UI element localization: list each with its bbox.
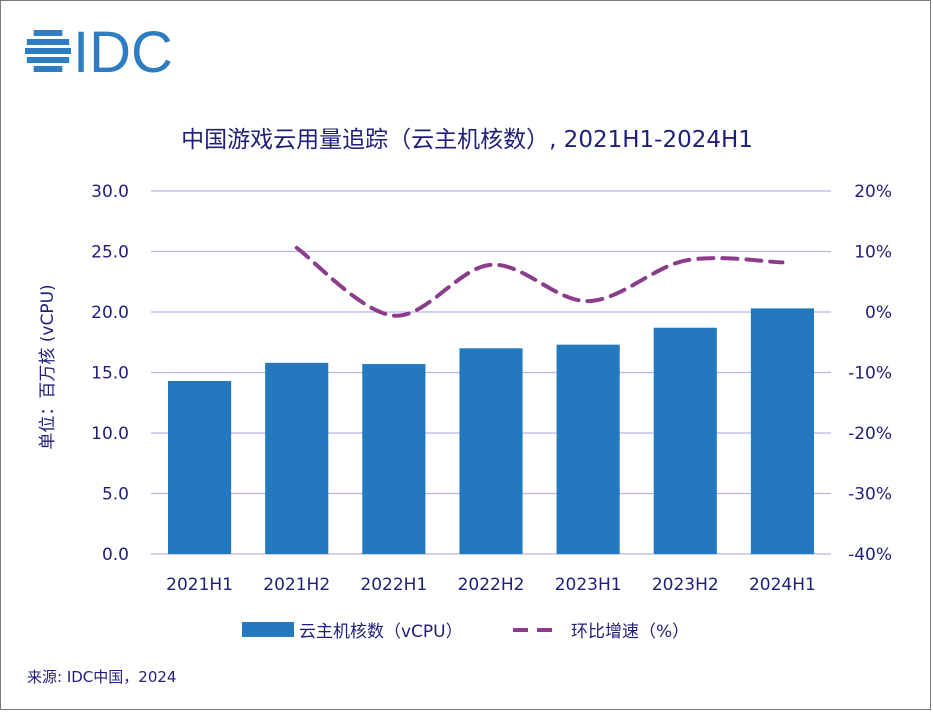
x-tick-label: 2024H1 <box>749 575 816 595</box>
legend: 云主机核数（vCPU） 环比增速（%） <box>242 622 689 642</box>
bar-2021H1 <box>168 380 232 554</box>
chart-title: 中国游戏云用量追踪（云主机核数）, 2021H1-2024H1 <box>181 127 753 153</box>
logo-stripe <box>33 30 63 36</box>
y-tick-label: 20.0 <box>91 303 129 323</box>
x-tick-label: 2023H1 <box>555 575 622 595</box>
y-axis-ticks: 0.0 5.0 10.0 15.0 20.0 25.0 30.0 <box>91 182 129 565</box>
bar-series <box>168 308 814 554</box>
y2-axis-ticks: -40% -30% -20% -10% 0% 10% 20% <box>848 182 892 565</box>
logo-globe-icon <box>25 30 71 72</box>
idc-logo: IDC <box>25 20 173 85</box>
logo-stripe <box>26 57 70 63</box>
logo-text: IDC <box>73 20 173 85</box>
y2-tick-label: -20% <box>848 424 892 444</box>
y-tick-label: 30.0 <box>91 182 129 202</box>
x-tick-label: 2021H2 <box>263 575 330 595</box>
bar-2022H2 <box>459 348 523 554</box>
logo-stripe <box>33 66 63 72</box>
y2-tick-label: -30% <box>848 485 892 505</box>
bar-2023H2 <box>653 327 717 554</box>
y2-tick-label: 0% <box>865 303 892 323</box>
bar-2024H1 <box>750 308 814 554</box>
x-tick-label: 2021H1 <box>166 575 233 595</box>
y-tick-label: 0.0 <box>102 545 129 565</box>
logo-stripe <box>26 39 70 45</box>
y2-tick-label: -40% <box>848 545 892 565</box>
legend-bar-label: 云主机核数（vCPU） <box>299 622 463 642</box>
legend-line-label: 环比增速（%） <box>571 622 689 642</box>
y-tick-label: 25.0 <box>91 243 129 263</box>
y-axis-label: 单位：百万核 (vCPU) <box>38 284 58 449</box>
x-tick-label: 2022H1 <box>360 575 427 595</box>
bar-2021H2 <box>265 362 329 554</box>
source-note: 来源: IDC中国，2024 <box>27 668 177 686</box>
bar-2023H1 <box>556 344 620 554</box>
logo-stripe <box>25 48 71 54</box>
y-tick-label: 15.0 <box>91 364 129 384</box>
x-axis-ticks: 2021H1 2021H2 2022H1 2022H2 2023H1 2023H2 2024… <box>166 575 816 595</box>
bar-2022H1 <box>362 364 426 554</box>
legend-bar-swatch <box>242 622 294 637</box>
x-tick-label: 2023H2 <box>652 575 719 595</box>
growth-rate-line <box>294 245 785 318</box>
y-tick-label: 5.0 <box>102 485 129 505</box>
y2-tick-label: 10% <box>854 243 892 263</box>
y2-tick-label: -10% <box>848 364 892 384</box>
y-tick-label: 10.0 <box>91 424 129 444</box>
y2-tick-label: 20% <box>854 182 892 202</box>
x-tick-label: 2022H2 <box>458 575 525 595</box>
line-series <box>294 245 785 318</box>
